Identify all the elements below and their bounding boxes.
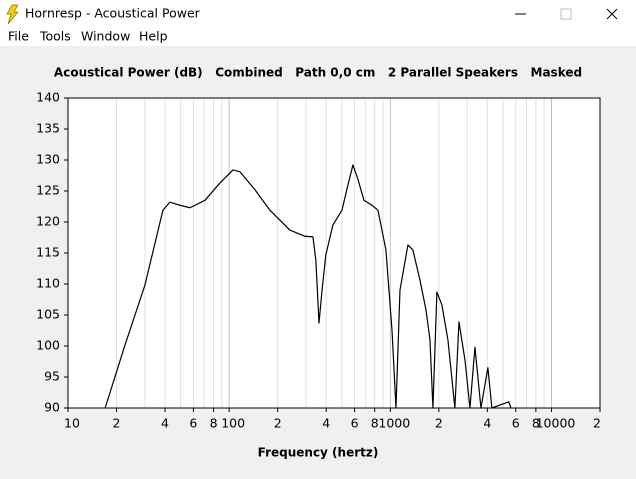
x-tick-label: 2	[435, 416, 443, 431]
x-tick-label: 2	[113, 416, 121, 431]
menu-bar	[0, 28, 636, 46]
menu-item[interactable]: Help	[139, 29, 168, 44]
x-tick-label: 10	[64, 416, 80, 431]
x-tick-label: 8	[532, 416, 540, 431]
x-tick-label: 8	[210, 416, 218, 431]
y-tick-label: 130	[36, 152, 60, 167]
y-tick-label: 90	[44, 400, 60, 415]
x-tick-label: 1000	[378, 416, 410, 431]
menu-item[interactable]: Window	[81, 29, 130, 44]
plot-frame	[67, 97, 601, 409]
x-axis-label: Frequency (hertz)	[258, 446, 379, 460]
x-tick-label: 8	[371, 416, 379, 431]
close-button[interactable]	[606, 8, 618, 20]
app-icon	[6, 4, 19, 25]
window-title: Hornresp - Acoustical Power	[25, 6, 201, 21]
x-tick-label: 6	[189, 416, 197, 431]
x-tick-label: 4	[322, 416, 330, 431]
title-bar	[0, 0, 636, 28]
plot-area	[68, 98, 600, 408]
maximize-button[interactable]	[560, 8, 572, 20]
x-tick-label: 100	[221, 416, 245, 431]
x-tick-label: 2	[593, 416, 601, 431]
x-tick-label: 6	[351, 416, 359, 431]
x-tick-label: 4	[161, 416, 169, 431]
y-tick-label: 135	[36, 121, 60, 136]
y-tick-label: 140	[36, 90, 60, 105]
x-tick-label: 4	[483, 416, 491, 431]
y-tick-label: 95	[44, 369, 60, 384]
y-tick-label: 120	[36, 214, 60, 229]
x-tick-label: 6	[512, 416, 520, 431]
y-tick-label: 125	[36, 183, 60, 198]
menu-item[interactable]: Tools	[39, 29, 71, 44]
y-tick-label: 100	[36, 338, 60, 353]
chart-title: Acoustical Power (dB) Combined Path 0,0 …	[54, 66, 582, 80]
y-tick-label: 105	[36, 307, 60, 322]
menu-item[interactable]: File	[8, 29, 29, 44]
x-tick-label: 2	[274, 416, 282, 431]
data-line	[104, 164, 512, 409]
y-tick-label: 110	[36, 276, 60, 291]
x-tick-label: 10000	[536, 416, 576, 431]
y-tick-label: 115	[36, 245, 60, 260]
